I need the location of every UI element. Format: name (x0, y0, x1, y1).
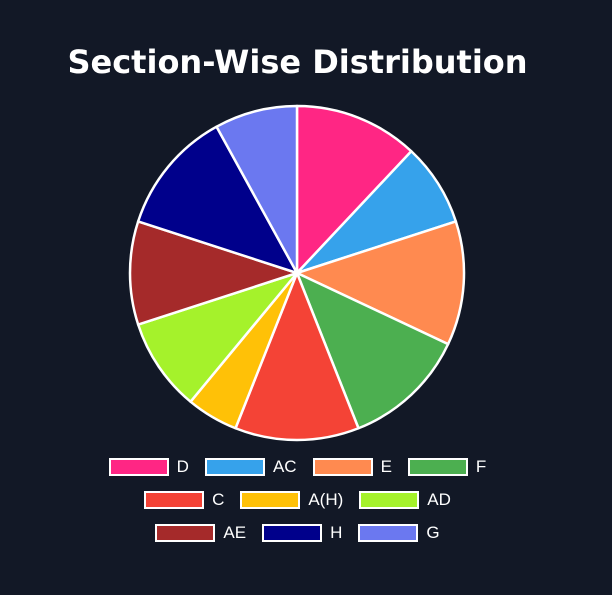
legend-row-3: AE H G (0, 516, 595, 549)
legend-item-e[interactable]: E (312, 456, 392, 477)
pie-slice-g[interactable] (215, 104, 299, 275)
pie-slice-c[interactable] (234, 271, 360, 442)
legend-label-g: G (426, 522, 440, 542)
legend-item-ae[interactable]: AE (155, 523, 246, 543)
legend-label-d: D (176, 456, 189, 476)
legend-swatch-c (144, 490, 205, 509)
legend-item-f[interactable]: F (407, 456, 487, 477)
legend-label-ac: AC (272, 456, 297, 476)
legend-swatch-g (358, 523, 419, 542)
legend-item-c[interactable]: C (144, 490, 224, 510)
legend-swatch-ae (155, 523, 216, 542)
legend-swatch-a-h (240, 490, 301, 509)
legend-item-a-h[interactable]: A(H) (240, 490, 343, 510)
pie-slice-ad[interactable] (136, 271, 299, 403)
legend-row-2: C A(H) AD (0, 483, 595, 516)
legend-swatch-ad (359, 490, 420, 509)
legend-row-1: D AC E F (0, 450, 595, 483)
pie-slice-f[interactable] (295, 271, 450, 430)
legend-item-g[interactable]: G (358, 522, 440, 543)
legend-label-ae: AE (223, 522, 247, 542)
pie-slice-h[interactable] (136, 125, 299, 275)
legend-label-ad: AD (427, 489, 451, 509)
legend-swatch-h (262, 523, 323, 542)
legend-swatch-d (108, 457, 169, 476)
legend-label-h: H (330, 522, 343, 542)
chart-legend: D AC E F C A(H) AD AE (0, 450, 595, 549)
legend-label-c: C (212, 489, 225, 509)
legend-item-ac[interactable]: AC (204, 456, 297, 477)
pie-slice-d[interactable] (295, 104, 413, 275)
legend-label-f: F (475, 456, 487, 476)
pie-chart (128, 104, 466, 442)
pie-slice-e[interactable] (295, 220, 466, 346)
pie-slice-ae[interactable] (128, 220, 299, 326)
legend-label-a-h: A(H) (308, 489, 344, 509)
chart-title: Section-Wise Distribution (67, 43, 528, 81)
legend-item-h[interactable]: H (262, 523, 342, 543)
legend-swatch-f (407, 457, 468, 476)
legend-label-e: E (380, 456, 392, 476)
legend-item-ad[interactable]: AD (359, 490, 451, 510)
legend-swatch-e (312, 457, 373, 476)
legend-swatch-ac (204, 457, 265, 476)
legend-item-d[interactable]: D (108, 456, 189, 477)
